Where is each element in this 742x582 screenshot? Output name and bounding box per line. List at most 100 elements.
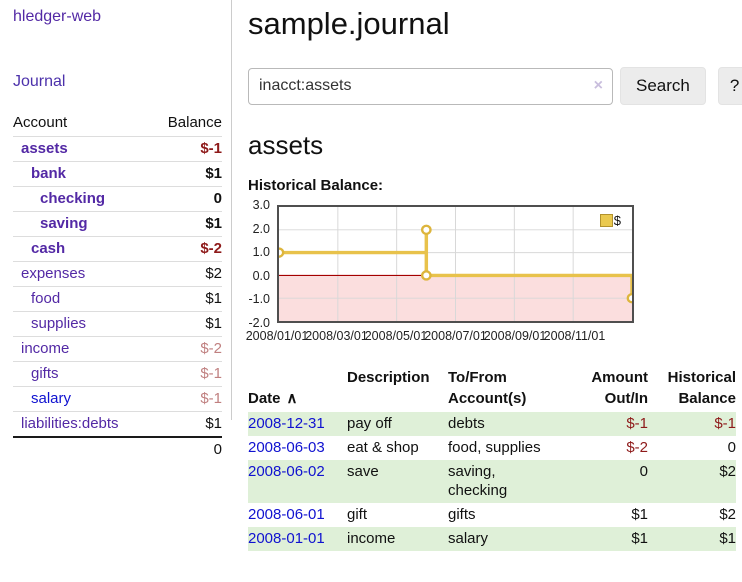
y-tick-label: -2.0 bbox=[248, 316, 270, 330]
transaction-account: saving, checking bbox=[448, 463, 508, 499]
account-link-supplies[interactable]: supplies bbox=[31, 315, 87, 332]
x-tick-label: 2008/11/01 bbox=[543, 329, 606, 343]
transaction-balance: $2 bbox=[719, 463, 736, 480]
transaction-account: debts bbox=[448, 415, 485, 432]
clear-search-icon[interactable]: × bbox=[593, 76, 603, 94]
account-row-income: income $-2 bbox=[13, 336, 222, 362]
x-tick-label: 2008/05/01 bbox=[364, 329, 428, 343]
account-row-salary: salary $-1 bbox=[13, 386, 222, 412]
search-input[interactable] bbox=[248, 67, 613, 105]
transaction-balance: $-1 bbox=[714, 415, 736, 432]
search-form: × Search ? bbox=[248, 67, 742, 105]
accounts-header-balance: Balance bbox=[167, 114, 222, 131]
account-link-liabilities-debts[interactable]: liabilities:debts bbox=[21, 415, 119, 432]
main-content: sample.journal × Search ? assets Histori… bbox=[246, 0, 742, 551]
transaction-date-link[interactable]: 2008-01-01 bbox=[248, 530, 325, 547]
x-tick-label: 2008/03/01 bbox=[305, 329, 368, 343]
header-date[interactable]: Date ∧ bbox=[248, 367, 347, 412]
account-link-checking[interactable]: checking bbox=[40, 190, 106, 207]
sidebar-item-journal[interactable]: Journal bbox=[13, 73, 66, 90]
account-link-expenses[interactable]: expenses bbox=[21, 265, 86, 282]
header-account: To/From Account(s) bbox=[448, 369, 527, 407]
transaction-date-link[interactable]: 2008-06-03 bbox=[248, 439, 325, 456]
account-link-assets[interactable]: assets bbox=[21, 140, 68, 157]
account-link-gifts[interactable]: gifts bbox=[31, 365, 59, 382]
transaction-amount: $-1 bbox=[626, 415, 648, 432]
account-link-saving[interactable]: saving bbox=[40, 215, 88, 232]
search-box: × bbox=[248, 67, 613, 105]
account-balance: $-1 bbox=[151, 386, 222, 412]
transaction-description: gift bbox=[347, 506, 368, 523]
header-description: Description bbox=[347, 369, 430, 386]
transaction-account: gifts bbox=[448, 506, 476, 523]
search-button[interactable]: Search bbox=[620, 67, 706, 105]
transaction-date-link[interactable]: 2008-06-02 bbox=[248, 463, 325, 480]
help-button[interactable]: ? bbox=[717, 67, 742, 105]
y-tick-label: 2.0 bbox=[252, 221, 270, 236]
account-balance: $-1 bbox=[151, 136, 222, 162]
accounts-total-row: 0 bbox=[13, 436, 222, 462]
legend-label: $ bbox=[613, 213, 621, 228]
account-row-assets: assets $-1 bbox=[13, 136, 222, 162]
transaction-account: salary bbox=[448, 530, 489, 547]
account-row-checking: checking 0 bbox=[13, 186, 222, 212]
accounts-total-value: 0 bbox=[151, 436, 222, 462]
account-balance: $-1 bbox=[151, 361, 222, 387]
transaction-description: pay off bbox=[347, 415, 392, 432]
accounts-header-row: Account Balance bbox=[13, 112, 222, 137]
account-row-liabilities-debts: liabilities:debts $1 bbox=[13, 411, 222, 437]
transaction-amount: 0 bbox=[639, 463, 648, 480]
transaction-description: eat & shop bbox=[347, 439, 419, 456]
legend-swatch-icon bbox=[599, 214, 613, 227]
transaction-row[interactable]: 2008-06-03 eat & shop food, supplies $-2… bbox=[248, 436, 736, 460]
y-tick-label: 3.0 bbox=[252, 198, 270, 212]
accounts-table: Account Balance assets $-1 bank $1 check… bbox=[13, 112, 222, 462]
account-balance: $1 bbox=[151, 161, 222, 187]
transaction-balance: 0 bbox=[727, 439, 736, 456]
transaction-date-link[interactable]: 2008-06-01 bbox=[248, 506, 325, 523]
account-link-income[interactable]: income bbox=[21, 340, 70, 357]
sort-ascending-icon: ∧ bbox=[286, 390, 298, 407]
account-row-gifts: gifts $-1 bbox=[13, 361, 222, 387]
account-balance: $1 bbox=[151, 311, 222, 337]
chart-plot-area[interactable]: $ bbox=[277, 205, 634, 323]
x-tick-label: 2008/01/01 bbox=[245, 329, 309, 343]
header-amount: Amount Out/In bbox=[591, 369, 648, 407]
transactions-table: Date ∧ Description To/From Account(s) Amo… bbox=[248, 367, 736, 551]
account-row-expenses: expenses $2 bbox=[13, 261, 222, 287]
account-row-saving: saving $1 bbox=[13, 211, 222, 237]
historical-balance-chart: 3.0 2.0 1.0 0.0 -1.0 -2.0 bbox=[246, 199, 737, 347]
chart-title: Historical Balance: bbox=[248, 177, 384, 194]
header-balance: Historical Balance bbox=[667, 369, 736, 407]
transaction-date-link[interactable]: 2008-12-31 bbox=[248, 415, 325, 432]
transaction-description: save bbox=[347, 463, 379, 480]
y-tick-label: -1.0 bbox=[248, 292, 270, 307]
page-title: sample.journal bbox=[248, 6, 450, 41]
y-tick-label: 0.0 bbox=[252, 268, 270, 283]
account-balance: $-2 bbox=[151, 336, 222, 362]
account-balance: $1 bbox=[151, 286, 222, 312]
accounts-header-account: Account bbox=[13, 114, 68, 131]
transaction-amount: $1 bbox=[631, 506, 648, 523]
account-row-cash: cash $-2 bbox=[13, 236, 222, 262]
transaction-row[interactable]: 2008-06-02 save saving, checking 0 $2 bbox=[248, 460, 736, 503]
transaction-description: income bbox=[347, 530, 396, 547]
account-balance: $1 bbox=[151, 411, 222, 437]
header-date-label: Date bbox=[248, 390, 281, 407]
account-link-cash[interactable]: cash bbox=[31, 240, 66, 257]
transaction-amount: $1 bbox=[631, 530, 648, 547]
y-tick-label: 1.0 bbox=[252, 245, 270, 260]
transaction-row[interactable]: 2008-12-31 pay off debts $-1 $-1 bbox=[248, 412, 736, 436]
account-link-food[interactable]: food bbox=[31, 290, 61, 307]
account-balance: $1 bbox=[151, 211, 222, 237]
account-link-bank[interactable]: bank bbox=[31, 165, 67, 182]
sidebar: hledger-web Journal Account Balance asse… bbox=[0, 0, 232, 462]
transaction-row[interactable]: 2008-01-01 income salary $1 $1 bbox=[248, 527, 736, 551]
app-brand-link[interactable]: hledger-web bbox=[13, 8, 102, 25]
account-heading: assets bbox=[248, 130, 324, 160]
account-link-salary[interactable]: salary bbox=[31, 390, 72, 407]
account-balance: 0 bbox=[151, 186, 222, 212]
transaction-account: food, supplies bbox=[448, 439, 541, 456]
transaction-row[interactable]: 2008-06-01 gift gifts $1 $2 bbox=[248, 503, 736, 527]
